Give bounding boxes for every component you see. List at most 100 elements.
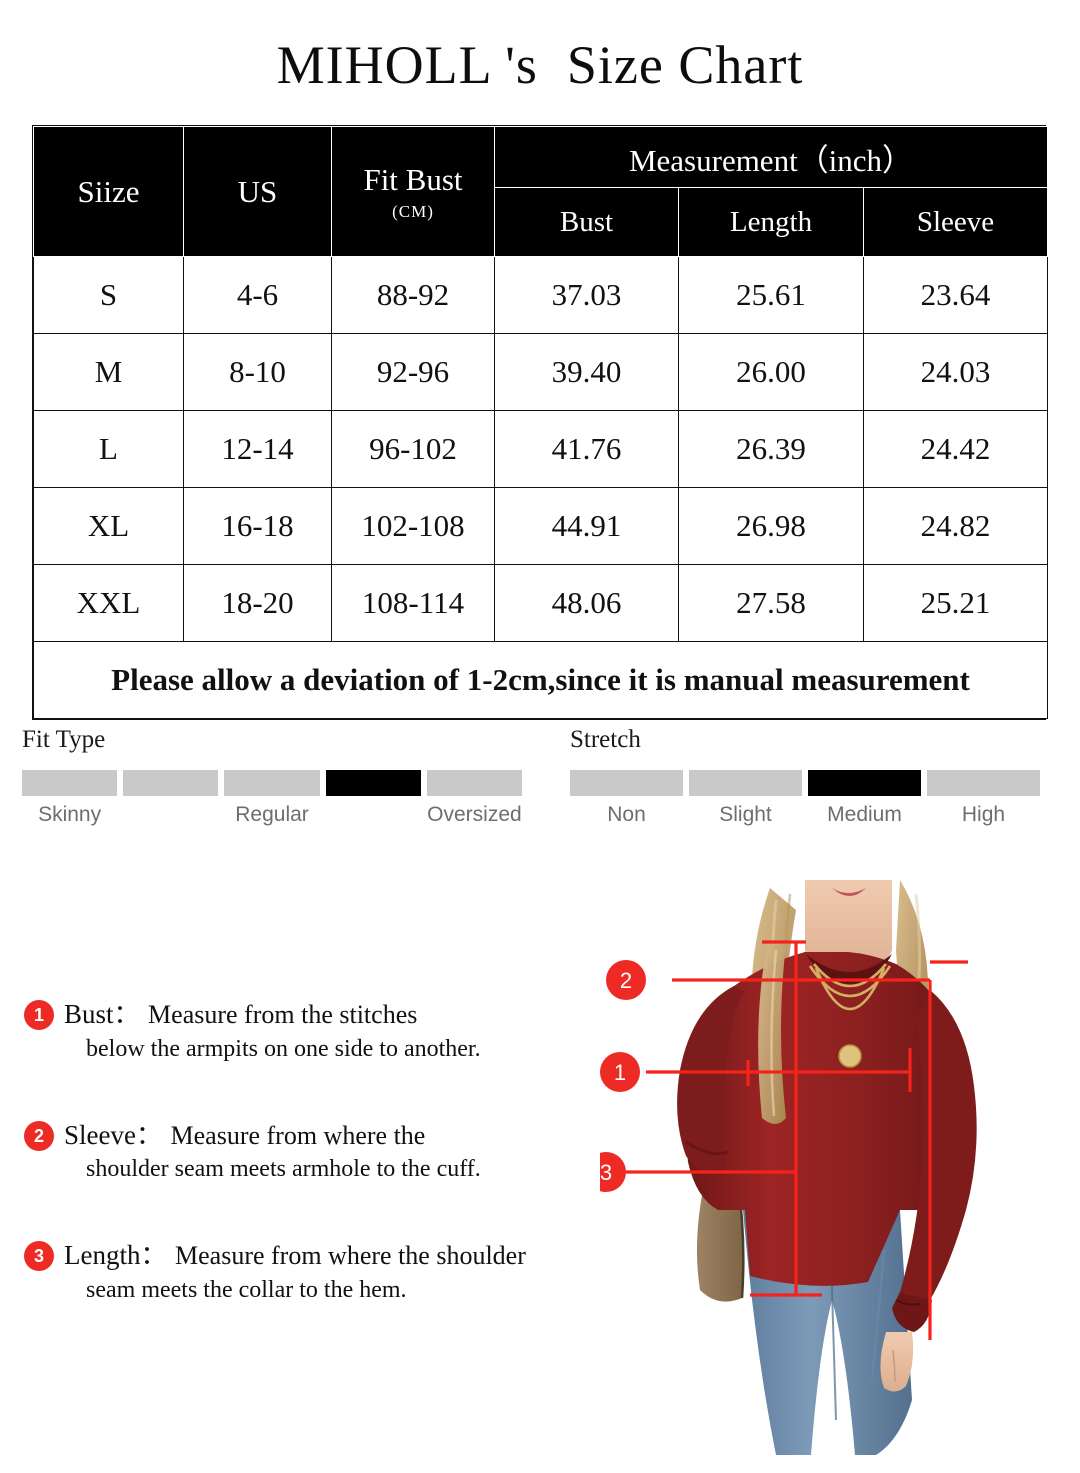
instruction-bust-keyword: Bust <box>64 999 114 1029</box>
callout-badge-3-label: 3 <box>600 1160 612 1185</box>
instruction-length-keyword: Length <box>64 1240 141 1271</box>
instruction-badge-2: 2 <box>24 1120 54 1151</box>
instruction-sleeve-line2: shoulder seam meets armhole to the cuff. <box>86 1156 481 1183</box>
callout-badge-1 <box>600 1052 640 1092</box>
stretch-label-medium: Medium <box>827 803 902 826</box>
cell-bust: 39.40 <box>494 333 679 411</box>
stretch-meter: Stretch Non Slight Medium High <box>570 726 1040 827</box>
measure-instructions: 1 Bust： Measure from the stitches below … <box>24 998 604 1360</box>
stretch-segment-high[interactable] <box>927 770 1040 796</box>
instruction-bust-colon: ： <box>113 1000 142 1029</box>
stretch-segment-non[interactable] <box>570 770 683 796</box>
table-note-row: Please allow a deviation of 1-2cm,since … <box>32 641 1049 719</box>
cell-sleeve: 25.21 <box>862 564 1049 642</box>
fit-type-bar <box>22 770 523 796</box>
fit-type-segment-skinny[interactable] <box>22 770 118 796</box>
size-chart-table-container: Siize US Fit Bust (CM) Measurement（inch）… <box>32 125 1049 720</box>
callout-badge-3 <box>600 1152 626 1192</box>
stretch-segment-medium-selected[interactable] <box>808 770 921 796</box>
header-measurement: Measurement（inch） <box>493 126 1049 188</box>
instruction-length-line2: seam meets the collar to the hem. <box>86 1276 407 1303</box>
cell-bust: 48.06 <box>494 564 679 642</box>
cell-length: 26.98 <box>678 487 864 565</box>
stretch-labels: Non Slight Medium High <box>570 803 1040 827</box>
fit-type-label-2 <box>123 803 218 827</box>
cell-us: 18-20 <box>183 564 332 642</box>
fit-type-segment-regular[interactable] <box>224 770 320 796</box>
fit-type-label-regular: Regular <box>235 803 309 826</box>
fit-type-segment-oversized[interactable] <box>426 770 523 796</box>
cell-fit-bust: 102-108 <box>331 487 495 565</box>
table-row: S 4-6 88-92 37.03 25.61 23.64 <box>33 256 1049 334</box>
table-row: XL 16-18 102-108 44.91 26.98 24.82 <box>33 487 1049 565</box>
sleeve-left <box>677 986 744 1174</box>
instruction-length-colon: ： <box>140 1241 169 1271</box>
cell-sleeve: 24.82 <box>862 487 1049 565</box>
model-hair-front <box>758 940 786 1124</box>
cell-us: 4-6 <box>183 256 332 334</box>
model-photo: 2 1 3 <box>600 880 1080 1473</box>
stretch-segment-slight[interactable] <box>689 770 802 796</box>
callout-badge-1-label: 1 <box>614 1060 626 1085</box>
table-row: XXL 18-20 108-114 48.06 27.58 25.21 <box>33 564 1049 642</box>
necklace <box>808 963 892 1011</box>
header-fit-bust-label: Fit Bust <box>363 161 463 197</box>
cell-size: L <box>33 410 184 488</box>
cell-sleeve: 24.42 <box>862 410 1049 488</box>
fit-type-label-oversized: Oversized <box>427 803 522 826</box>
instruction-bust-text1: Measure from the stitches <box>148 1000 418 1029</box>
cell-us: 8-10 <box>183 333 332 411</box>
instruction-bust: 1 Bust： Measure from the stitches below … <box>24 998 604 1067</box>
instruction-length-line1: Length： Measure from where the shoulder <box>64 1239 604 1273</box>
table-body: S 4-6 88-92 37.03 25.61 23.64 M 8-10 92-… <box>32 256 1049 719</box>
cell-size: XL <box>33 487 184 565</box>
table-row: M 8-10 92-96 39.40 26.00 24.03 <box>33 333 1049 411</box>
instruction-badge-1: 1 <box>24 1000 54 1030</box>
header-us: US <box>183 126 332 257</box>
measure-badges: 2 1 3 <box>600 960 646 1192</box>
necklace-pendant <box>838 1044 862 1068</box>
callout-badge-2-label: 2 <box>620 968 632 993</box>
deviation-note: Please allow a deviation of 1-2cm,since … <box>32 641 1049 719</box>
instruction-sleeve-text1: Measure from where the <box>170 1120 426 1150</box>
stretch-label-high: High <box>961 803 1006 826</box>
stretch-title: Stretch <box>570 726 641 753</box>
instruction-sleeve-colon: ： <box>135 1120 164 1150</box>
cell-size: S <box>33 256 184 334</box>
header-sleeve: Sleeve <box>862 187 1049 257</box>
cell-size: XXL <box>33 564 184 642</box>
cell-sleeve: 24.03 <box>862 333 1049 411</box>
instruction-bust-line1: Bust： Measure from the stitches <box>64 998 604 1032</box>
cell-length: 25.61 <box>678 256 864 334</box>
callout-badge-2 <box>606 960 646 1000</box>
cell-fit-bust: 88-92 <box>331 256 495 334</box>
fit-type-labels: Skinny Regular Oversized <box>22 803 522 827</box>
instruction-bust-line2: below the armpits on one side to another… <box>86 1035 481 1062</box>
header-length: Length <box>678 187 864 257</box>
header-fit-bust-unit: (CM) <box>392 201 434 221</box>
cell-size: M <box>33 333 184 411</box>
fit-type-segment-selected[interactable] <box>325 770 421 796</box>
fit-type-title: Fit Type <box>22 726 106 753</box>
cell-bust: 41.76 <box>494 410 679 488</box>
stretch-bar <box>570 770 1040 796</box>
header-bust: Bust <box>494 187 679 257</box>
fit-type-label-skinny: Skinny <box>38 803 102 826</box>
instruction-badge-3: 3 <box>24 1241 54 1272</box>
instruction-sleeve-keyword: Sleeve <box>64 1119 136 1150</box>
cell-length: 26.39 <box>678 410 864 488</box>
header-size: Siize <box>33 126 184 257</box>
cell-bust: 44.91 <box>494 487 679 565</box>
size-chart-table: Siize US Fit Bust (CM) Measurement（inch）… <box>32 126 1049 719</box>
stretch-label-slight: Slight <box>719 803 772 826</box>
garment-top <box>677 952 977 1332</box>
fit-type-segment-2[interactable] <box>123 770 219 796</box>
page-title: MIHOLL 's Size Chart <box>276 35 804 95</box>
cell-us: 12-14 <box>183 410 332 488</box>
model-photo-illustration: 2 1 3 <box>600 880 1080 1473</box>
instruction-sleeve: 2 Sleeve： Measure from where the shoulde… <box>24 1119 604 1188</box>
garment-body <box>685 952 965 1286</box>
cell-length: 26.00 <box>678 333 864 411</box>
table-row: L 12-14 96-102 41.76 26.39 24.42 <box>33 410 1049 488</box>
cell-us: 16-18 <box>183 487 332 565</box>
